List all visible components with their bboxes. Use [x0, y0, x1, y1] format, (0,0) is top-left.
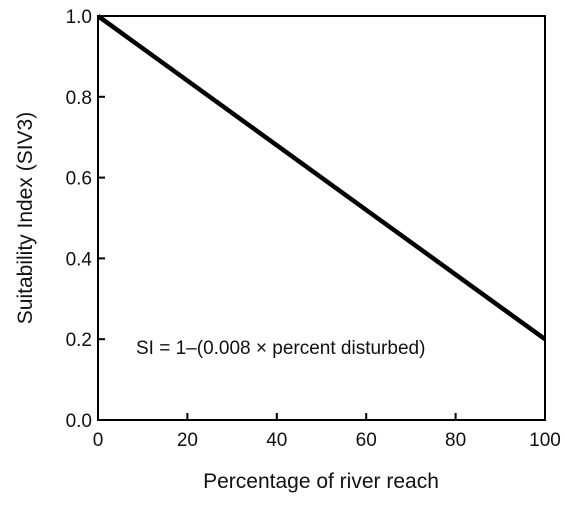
- y-axis-ticks: 0.0 0.2 0.4 0.6 0.8 1.0: [66, 7, 105, 432]
- x-tick-label: 20: [177, 430, 198, 451]
- x-tick-label: 80: [445, 430, 466, 451]
- y-tick-label: 0.2: [66, 330, 92, 351]
- series-line: [96, 14, 547, 342]
- x-tick-label: 40: [266, 430, 287, 451]
- y-tick-label: 0.0: [66, 411, 92, 432]
- y-tick-label: 0.6: [66, 169, 92, 190]
- y-axis-title: Suitability Index (SIV3): [14, 112, 37, 324]
- x-axis-title: Percentage of river reach: [203, 470, 439, 493]
- y-tick-label: 0.4: [66, 249, 93, 270]
- plot-frame: [97, 15, 546, 421]
- annotation-formula: SI = 1–(0.008 × percent disturbed): [136, 338, 425, 359]
- series-layer: [96, 14, 547, 342]
- x-axis-ticks: 0 20 40 60 80 100: [93, 413, 561, 451]
- x-tick-label: 60: [356, 430, 377, 451]
- y-tick-label: 0.8: [66, 88, 92, 109]
- y-tick-label: 1.0: [66, 7, 92, 28]
- x-tick-label: 100: [529, 430, 561, 451]
- x-tick-label: 0: [93, 430, 104, 451]
